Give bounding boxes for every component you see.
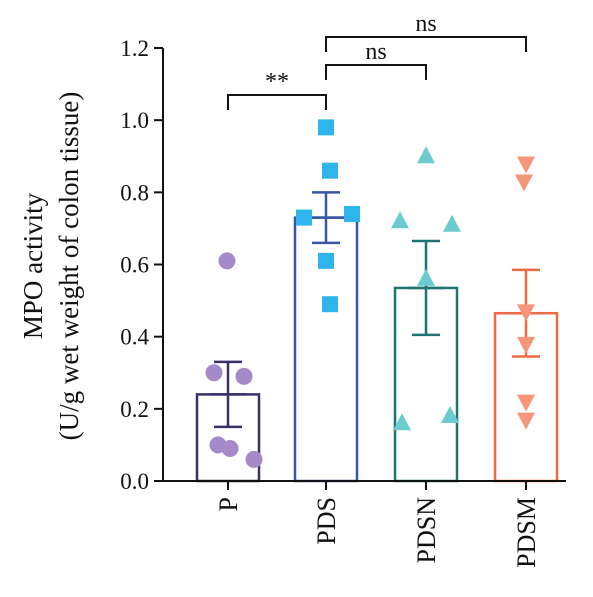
x-tick-label-pds: PDS	[312, 497, 341, 545]
significance-bracket	[227, 94, 327, 110]
point-pdsm	[517, 336, 535, 354]
point-pdsm	[517, 394, 535, 412]
y-tick-label: 0.8	[120, 180, 149, 205]
significance-label: ns	[365, 39, 386, 65]
point-p	[205, 364, 223, 382]
y-axis: 0.0 0.2 0.4 0.6 0.8 1.0 1.2	[120, 36, 164, 494]
significance-brackets: ** ns ns	[227, 11, 527, 110]
point-pdsn	[417, 146, 435, 164]
x-tick-label-pdsn: PDSN	[412, 497, 441, 564]
point-pdsm	[517, 156, 535, 174]
y-axis-label-line1: MPO activity	[18, 192, 48, 339]
point-pds	[318, 252, 334, 269]
point-pds	[322, 296, 338, 313]
point-pds	[344, 205, 360, 222]
point-pdsn	[443, 214, 461, 232]
y-tick-label: 0.0	[120, 469, 149, 494]
data-points	[205, 119, 535, 468]
bars	[195, 191, 559, 483]
y-axis-label-line2: (U/g wet weight of colon tissue)	[54, 92, 84, 441]
point-p	[221, 440, 239, 458]
x-tick-label-pdsm: PDSM	[512, 497, 541, 568]
y-tick-label: 0.2	[120, 397, 149, 422]
point-pdsm	[517, 304, 535, 322]
point-pdsn	[441, 406, 459, 424]
significance-bracket	[325, 36, 527, 52]
y-tick-label: 0.6	[120, 253, 149, 278]
significance-label: **	[265, 69, 289, 95]
significance-bracket	[325, 64, 427, 80]
y-tick-label: 1.0	[120, 108, 149, 133]
point-pdsm	[515, 174, 533, 192]
point-pds	[322, 162, 338, 179]
point-p	[245, 450, 263, 468]
y-tick-label: 0.4	[120, 325, 149, 350]
x-axis: P PDS PDSN PDSM	[163, 480, 566, 568]
point-pdsn	[417, 268, 435, 286]
point-pds	[296, 209, 312, 226]
point-pdsn	[393, 413, 411, 431]
x-tick-label-p: P	[214, 497, 243, 511]
y-tick-label: 1.2	[120, 36, 149, 61]
point-p	[218, 252, 236, 270]
point-pds	[318, 119, 334, 136]
point-p	[235, 367, 253, 385]
significance-label: ns	[415, 11, 436, 37]
point-pdsn	[391, 211, 409, 229]
point-pdsm	[517, 412, 535, 430]
